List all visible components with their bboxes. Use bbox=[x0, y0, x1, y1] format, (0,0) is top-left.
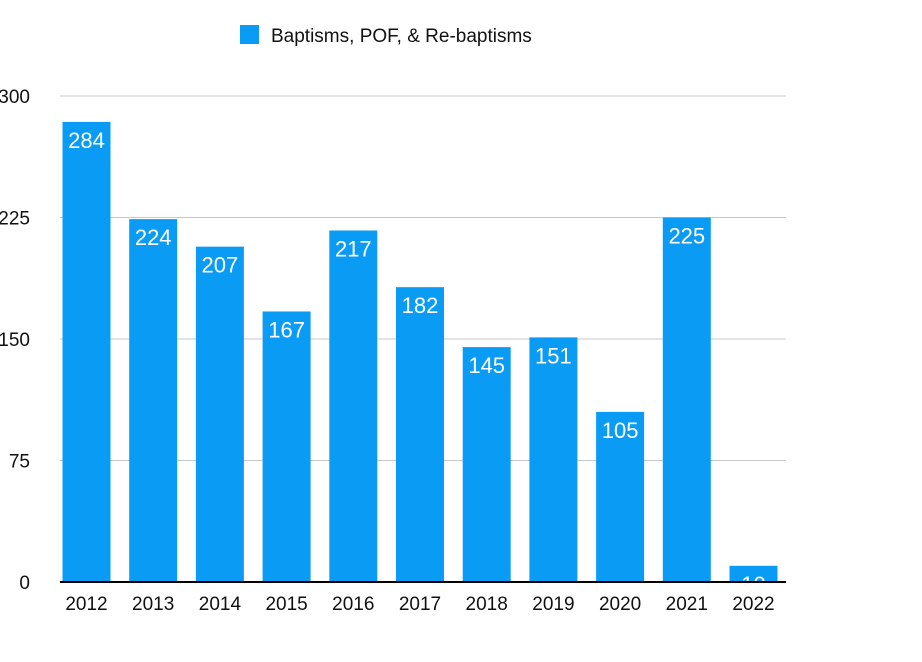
bar bbox=[529, 337, 578, 582]
bar-data-label: 167 bbox=[268, 317, 305, 342]
bar-data-label: 207 bbox=[202, 253, 239, 278]
bar bbox=[462, 347, 511, 582]
bar-data-label: 182 bbox=[402, 293, 439, 318]
bar-data-label: 217 bbox=[335, 236, 372, 261]
bar bbox=[662, 217, 711, 582]
x-tick-label: 2012 bbox=[65, 594, 107, 615]
bar bbox=[195, 246, 244, 582]
bar-data-label: 224 bbox=[135, 225, 172, 250]
bar bbox=[329, 230, 378, 582]
bars bbox=[62, 121, 778, 583]
bar-data-label: 225 bbox=[668, 224, 705, 249]
bar bbox=[396, 287, 444, 582]
y-tick-label: 225 bbox=[0, 209, 30, 230]
x-tick-label: 2016 bbox=[332, 594, 374, 615]
y-tick-label: 150 bbox=[0, 330, 30, 351]
bar bbox=[596, 411, 645, 582]
x-tick-label: 2022 bbox=[732, 594, 774, 615]
x-axis-ticks: 2012 2013 2014 2015 2016 2017 2018 2019 2020 2021… bbox=[65, 594, 774, 615]
bar bbox=[62, 121, 111, 583]
legend-swatch bbox=[240, 25, 259, 44]
y-tick-label: 75 bbox=[9, 452, 30, 473]
y-axis-ticks: 0 75 150 225 300 bbox=[0, 87, 30, 594]
y-tick-label: 0 bbox=[19, 573, 30, 594]
bar-data-label: 10 bbox=[741, 572, 765, 597]
legend-label: Baptisms, POF, & Re-baptisms bbox=[271, 26, 532, 47]
bar bbox=[262, 311, 311, 582]
bar-data-label: 284 bbox=[68, 128, 105, 153]
x-tick-label: 2021 bbox=[666, 594, 708, 615]
bar-data-label: 145 bbox=[468, 353, 505, 378]
x-tick-label: 2019 bbox=[532, 594, 574, 615]
bar-data-label: 105 bbox=[602, 418, 639, 443]
x-tick-label: 2020 bbox=[599, 594, 641, 615]
bar bbox=[129, 219, 178, 582]
bar-labels: 284 224 207 167 217 182 145 151 105 225 10 bbox=[68, 128, 766, 597]
x-tick-label: 2013 bbox=[132, 594, 174, 615]
x-tick-label: 2018 bbox=[466, 594, 508, 615]
y-tick-label: 300 bbox=[0, 87, 30, 108]
bar-data-label: 151 bbox=[535, 343, 572, 368]
bar bbox=[729, 565, 778, 582]
legend: Baptisms, POF, & Re-baptisms bbox=[240, 25, 532, 47]
x-tick-label: 2014 bbox=[199, 594, 242, 615]
x-tick-label: 2015 bbox=[265, 594, 307, 615]
x-tick-label: 2017 bbox=[399, 594, 441, 615]
